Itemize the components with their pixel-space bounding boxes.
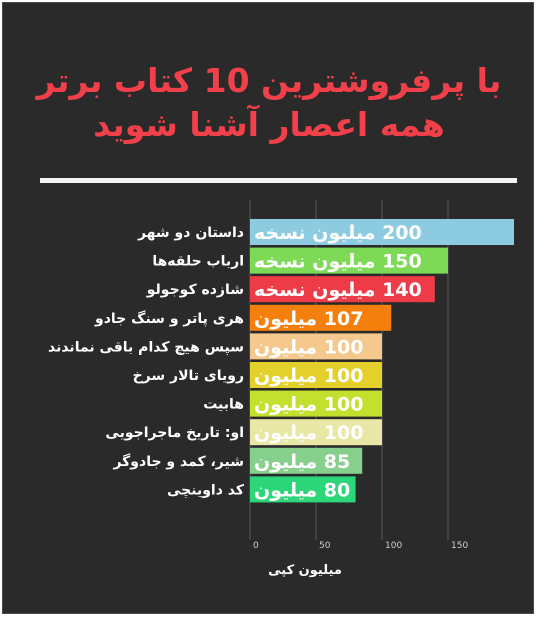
bar-6	[250, 390, 382, 417]
bar-4	[250, 333, 382, 360]
bar-value-label-5: 100 میلیون	[254, 365, 363, 387]
category-label-3: هری پاتر و سنگ جادو	[94, 310, 244, 327]
bar-2	[250, 276, 435, 303]
tick-label-3: 150	[451, 541, 468, 551]
bar-value-label-8: 85 میلیون	[254, 451, 350, 473]
bar-9	[250, 476, 356, 503]
category-label-0: داستان دو شهر	[137, 225, 244, 241]
category-label-6: هابیت	[203, 397, 244, 413]
category-label-7: او: تاریخ ماجراجویی	[105, 425, 244, 441]
title-divider	[40, 178, 517, 183]
tick-label-0: 0	[253, 541, 259, 551]
category-label-8: شیر، کمد و جادوگر	[112, 453, 244, 470]
chart-title-line-1: با پرفروشترین 10 کتاب برتر	[36, 61, 502, 100]
category-label-5: رویای تالار سرخ	[133, 368, 244, 384]
chart-card: با پرفروشترین 10 کتاب برتر همه اعصار آشن…	[2, 2, 534, 614]
x-axis-title: میلیون کپی	[268, 563, 342, 578]
bar-0	[250, 219, 514, 245]
bar-value-label-0: 200 میلیون نسخه	[254, 222, 422, 244]
bar-7	[250, 419, 382, 446]
chart-title-line-2: همه اعصار آشنا شوید	[93, 105, 445, 144]
bar-1	[250, 247, 448, 274]
category-label-9: کد داوینچی	[167, 482, 245, 498]
bar-value-label-1: 150 میلیون نسخه	[254, 251, 422, 273]
category-label-4: سپس هیچ کدام باقی نماندند	[48, 339, 244, 355]
bar-value-label-9: 80 میلیون	[254, 479, 350, 501]
bar-value-label-7: 100 میلیون	[254, 422, 363, 444]
bar-8	[250, 447, 363, 474]
category-label-2: شازده کوجولو	[146, 282, 244, 298]
bar-3	[250, 304, 392, 331]
bar-value-label-4: 100 میلیون	[254, 336, 363, 358]
bar-value-label-3: 107 میلیون	[254, 308, 363, 330]
bar-5	[250, 362, 382, 388]
tick-label-2: 100	[385, 541, 402, 551]
chart-title: با پرفروشترین 10 کتاب برتر همه اعصار آشن…	[3, 59, 535, 147]
tick-label-1: 50	[319, 541, 331, 551]
bar-value-label-2: 140 میلیون نسخه	[254, 279, 422, 301]
category-label-1: ارباب حلقه‌ها	[152, 254, 244, 270]
bar-value-label-6: 100 میلیون	[254, 394, 363, 416]
